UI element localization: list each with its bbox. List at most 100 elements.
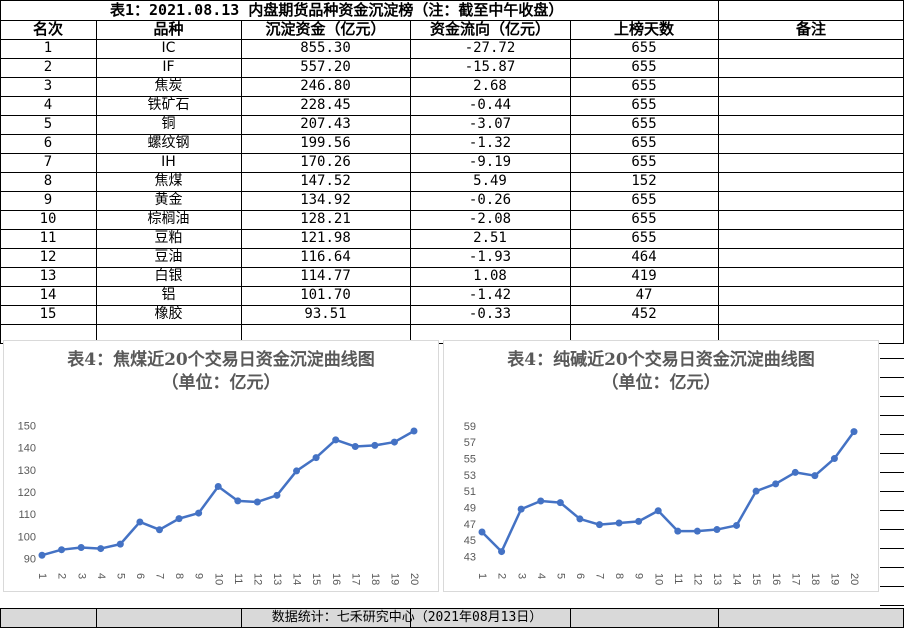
cell-capital: 207.43 <box>300 116 351 132</box>
cell-rank: 9 <box>43 192 53 208</box>
chart-1-subtitle: （单位：亿元） <box>161 373 281 393</box>
x-tick-label: 14 <box>731 573 743 585</box>
x-tick-label: 7 <box>594 573 606 579</box>
x-tick-label: 7 <box>154 573 166 579</box>
y-tick-label: 57 <box>464 437 476 449</box>
cell-days: 47 <box>635 287 653 303</box>
cell-days: 655 <box>631 59 657 75</box>
chart-2-subtitle: （单位：亿元） <box>601 373 721 393</box>
data-point <box>410 427 418 435</box>
data-point <box>332 436 340 444</box>
y-tick-label: 47 <box>464 519 476 531</box>
x-tick-label: 15 <box>750 573 762 585</box>
data-point <box>116 540 124 548</box>
data-point <box>517 505 525 513</box>
cell-flow: 5.49 <box>473 173 507 189</box>
x-tick-label: 5 <box>114 573 126 579</box>
cell-name: IH <box>161 154 176 170</box>
header-remark: 备注 <box>795 20 826 38</box>
x-tick-label: 5 <box>554 573 566 579</box>
cell-days: 419 <box>631 268 657 284</box>
data-point <box>830 455 838 463</box>
cell-rank: 13 <box>39 268 57 284</box>
cell-name: 螺纹钢 <box>147 135 190 151</box>
x-tick-label: 17 <box>789 573 801 585</box>
data-point <box>97 545 105 553</box>
cell-rank: 15 <box>39 306 57 322</box>
x-tick-label: 18 <box>369 573 381 585</box>
data-point <box>175 515 183 523</box>
cell-flow: -0.26 <box>468 192 512 208</box>
data-point <box>312 454 320 462</box>
cell-flow: -15.87 <box>464 59 516 75</box>
header-capital: 沉淀资金（亿元） <box>265 20 386 38</box>
header-flow: 资金流向（亿元） <box>429 20 550 38</box>
x-tick-label: 9 <box>633 573 645 579</box>
chart-2-title: 表4：纯碱近20个交易日资金沉淀曲线图 <box>507 350 815 370</box>
cell-capital: 228.45 <box>300 97 351 113</box>
cell-days: 655 <box>631 40 657 56</box>
x-tick-label: 8 <box>173 573 185 579</box>
x-tick-label: 19 <box>829 573 841 585</box>
cell-flow: -1.42 <box>468 287 512 303</box>
cell-capital: 101.70 <box>300 287 351 303</box>
x-tick-label: 3 <box>515 573 527 579</box>
cell-name: 豆粕 <box>154 230 183 246</box>
data-point <box>693 527 701 535</box>
chart-coking-coal: 表4：焦煤近20个交易日资金沉淀曲线图 （单位：亿元） 90 100 110 120 1… <box>3 340 439 592</box>
cell-name: 橡胶 <box>154 306 183 322</box>
cell-name: IF <box>162 59 175 75</box>
cell-capital: 134.92 <box>300 192 351 208</box>
cell-days: 655 <box>631 135 657 151</box>
footer-source: 数据统计：七禾研究中心（2021年08月13日） <box>271 610 543 625</box>
y-tick-label: 45 <box>464 535 476 547</box>
x-tick-label: 4 <box>95 573 107 579</box>
data-point <box>537 497 545 505</box>
cell-capital: 121.98 <box>300 230 351 246</box>
x-tick-label: 13 <box>711 573 723 585</box>
cell-flow: 2.68 <box>473 78 507 94</box>
x-tick-label: 10 <box>652 573 664 585</box>
data-point <box>635 517 643 525</box>
y-tick-label: 53 <box>464 470 476 482</box>
y-tick-label: 150 <box>18 420 36 432</box>
x-tick-label: 3 <box>75 573 87 579</box>
data-point <box>478 528 486 536</box>
cell-name: 铜 <box>161 116 176 132</box>
data-point <box>136 518 144 526</box>
cell-capital: 246.80 <box>300 78 351 94</box>
cell-name: 白银 <box>154 268 183 284</box>
data-point <box>654 507 662 515</box>
data-point <box>253 498 261 506</box>
data-point <box>733 521 741 529</box>
x-tick-label: 12 <box>691 573 703 585</box>
cell-capital: 128.21 <box>300 211 351 227</box>
data-point <box>390 438 398 446</box>
chart-1-title: 表4：焦煤近20个交易日资金沉淀曲线图 <box>67 350 375 370</box>
cell-name: 铁矿石 <box>147 97 190 113</box>
table-title: 表1：2021.08.13 内盘期货品种资金沉淀榜（注：截至中午收盘） <box>110 1 564 19</box>
x-tick-label: 6 <box>574 573 586 579</box>
x-tick-label: 14 <box>291 573 303 585</box>
cell-capital: 116.64 <box>300 249 351 265</box>
data-point <box>850 428 858 436</box>
cell-days: 452 <box>631 306 657 322</box>
x-tick-label: 19 <box>389 573 401 585</box>
cell-flow: 1.08 <box>473 268 507 284</box>
cell-days: 655 <box>631 116 657 132</box>
data-point <box>752 487 760 495</box>
cell-capital: 170.26 <box>300 154 351 170</box>
y-tick-label: 49 <box>464 503 476 515</box>
data-point <box>615 519 623 527</box>
data-point <box>77 543 85 551</box>
x-tick-label: 17 <box>349 573 361 585</box>
cell-name: IC <box>161 40 176 56</box>
cell-capital: 199.56 <box>300 135 351 151</box>
cell-days: 655 <box>631 78 657 94</box>
series-line <box>481 430 856 553</box>
data-point <box>713 526 721 534</box>
y-tick-label: 51 <box>464 486 476 498</box>
